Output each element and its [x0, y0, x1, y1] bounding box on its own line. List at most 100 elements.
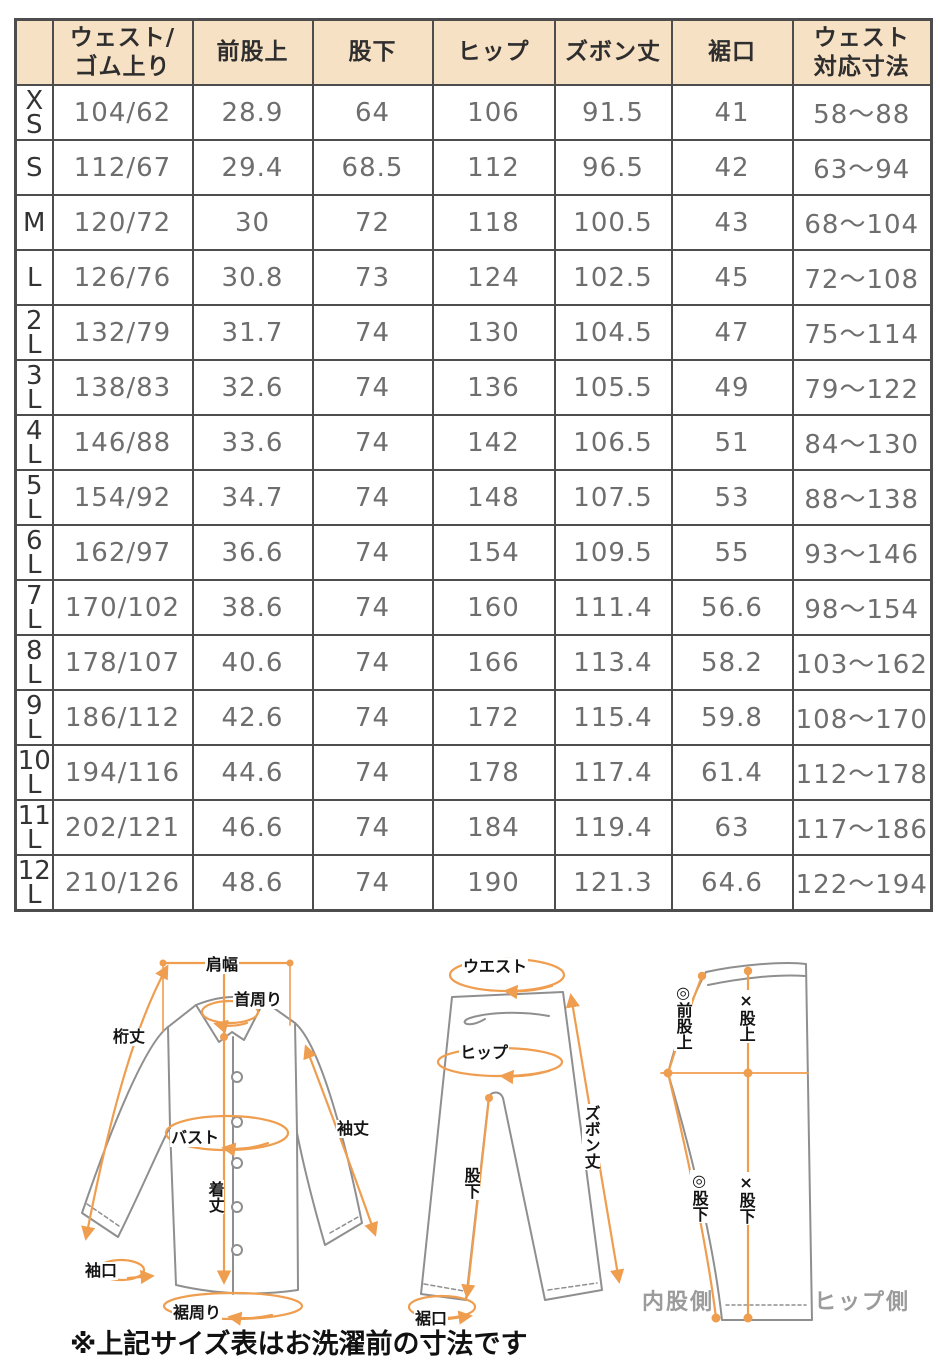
value-cell: 73 — [311, 249, 434, 306]
label-hip-side: ヒップ側 — [814, 1290, 911, 1315]
value-cell: 154 — [431, 524, 556, 581]
table-row: 11 L 202/121 46.6 74 184 119.4 63 117～186 — [14, 799, 933, 856]
value-cell: 88～138 — [791, 469, 933, 526]
label-yuki: 桁丈 — [112, 1027, 147, 1046]
table-row: S 112/67 29.4 68.5 112 96.5 42 63～94 — [14, 139, 933, 196]
value-cell: 121.3 — [553, 854, 673, 912]
label-hem-opening: 裾口 — [414, 1309, 449, 1328]
value-cell: 38.6 — [191, 579, 314, 636]
value-cell: 74 — [311, 799, 434, 856]
label-pants-length: ズボン丈 — [581, 1104, 601, 1170]
value-cell: 48.6 — [191, 854, 314, 912]
table-row: 4 L 146/88 33.6 74 142 106.5 51 84～130 — [14, 414, 933, 471]
label-body-length: 着丈 — [205, 1180, 225, 1214]
value-cell: 63 — [670, 799, 794, 856]
value-cell: 63～94 — [791, 139, 933, 196]
value-cell: 68～104 — [791, 194, 933, 251]
value-cell: 107.5 — [553, 469, 673, 526]
value-cell: 55 — [670, 524, 794, 581]
value-cell: 109.5 — [553, 524, 673, 581]
value-cell: 47 — [670, 304, 794, 361]
value-cell: 117.4 — [553, 744, 673, 801]
table-row: M 120/72 30 72 118 100.5 43 68～104 — [14, 194, 933, 251]
label-bust: バスト — [170, 1128, 221, 1147]
value-cell: 178/107 — [51, 634, 194, 691]
value-cell: 124 — [431, 249, 556, 306]
value-cell: 111.4 — [553, 579, 673, 636]
value-cell: 210/126 — [51, 854, 194, 912]
label-inseam-o: ◎股下 — [689, 1170, 709, 1223]
value-cell: 170/102 — [51, 579, 194, 636]
value-cell: 41 — [670, 84, 794, 141]
value-cell: 138/83 — [51, 359, 194, 416]
value-cell: 33.6 — [191, 414, 314, 471]
value-cell: 79～122 — [791, 359, 933, 416]
value-cell: 118 — [431, 194, 556, 251]
label-sleeve-length: 袖丈 — [336, 1119, 371, 1138]
value-cell: 112 — [431, 139, 556, 196]
shirt-diagram — [81, 959, 378, 1326]
value-cell: 74 — [311, 634, 434, 691]
value-cell: 42.6 — [191, 689, 314, 746]
value-cell: 132/79 — [51, 304, 194, 361]
value-cell: 40.6 — [191, 634, 314, 691]
value-cell: 59.8 — [670, 689, 794, 746]
value-cell: 74 — [311, 304, 434, 361]
value-cell: 113.4 — [553, 634, 673, 691]
value-cell: 29.4 — [191, 139, 314, 196]
label-cuff: 袖口 — [84, 1261, 119, 1280]
value-cell: 56.6 — [670, 579, 794, 636]
value-cell: 74 — [311, 744, 434, 801]
label-inner-side: 内股側 — [642, 1290, 715, 1315]
table-row: 2 L 132/79 31.7 74 130 104.5 47 75～114 — [14, 304, 933, 361]
header-cell: 前股上 — [191, 18, 314, 86]
value-cell: 130 — [431, 304, 556, 361]
note-text: ※上記サイズ表はお洗濯前の寸法です — [70, 1329, 528, 1360]
size-cell: M — [14, 194, 54, 251]
table-row: 6 L 162/97 36.6 74 154 109.5 55 93～146 — [14, 524, 933, 581]
value-cell: 51 — [670, 414, 794, 471]
value-cell: 75～114 — [791, 304, 933, 361]
table-row: 10 L 194/116 44.6 74 178 117.4 61.4 112～178 — [14, 744, 933, 801]
value-cell: 122～194 — [791, 854, 933, 912]
value-cell: 58～88 — [791, 84, 933, 141]
value-cell: 44.6 — [191, 744, 314, 801]
table-row: 8 L 178/107 40.6 74 166 113.4 58.2 103～162 — [14, 634, 933, 691]
value-cell: 166 — [431, 634, 556, 691]
value-cell: 112/67 — [51, 139, 194, 196]
value-cell: 74 — [311, 469, 434, 526]
value-cell: 104.5 — [553, 304, 673, 361]
value-cell: 93～146 — [791, 524, 933, 581]
size-table: ウェスト/ゴム上り 前股上 股下 ヒップ ズボン丈 裾口 ウェスト 対応寸法 X S 104/62… — [14, 18, 933, 912]
header-row: ウェスト/ゴム上り 前股上 股下 ヒップ ズボン丈 裾口 ウェスト 対応寸法 — [14, 18, 933, 86]
value-cell: 74 — [311, 854, 434, 912]
value-cell: 117～186 — [791, 799, 933, 856]
label-rise: ×股上 — [736, 990, 756, 1043]
size-cell: S — [14, 139, 54, 196]
value-cell: 72～108 — [791, 249, 933, 306]
value-cell: 142 — [431, 414, 556, 471]
value-cell: 154/92 — [51, 469, 194, 526]
value-cell: 53 — [670, 469, 794, 526]
header-cell: 裾口 — [670, 18, 794, 86]
value-cell: 98～154 — [791, 579, 933, 636]
size-cell: 11 L — [14, 799, 54, 856]
value-cell: 103～162 — [791, 634, 933, 691]
value-cell: 178 — [431, 744, 556, 801]
table-row: 9 L 186/112 42.6 74 172 115.4 59.8 108～170 — [14, 689, 933, 746]
value-cell: 74 — [311, 414, 434, 471]
value-cell: 34.7 — [191, 469, 314, 526]
table-row: 3 L 138/83 32.6 74 136 105.5 49 79～122 — [14, 359, 933, 416]
value-cell: 64.6 — [670, 854, 794, 912]
value-cell: 58.2 — [670, 634, 794, 691]
value-cell: 172 — [431, 689, 556, 746]
value-cell: 106 — [431, 84, 556, 141]
value-cell: 186/112 — [51, 689, 194, 746]
value-cell: 30.8 — [191, 249, 314, 306]
value-cell: 96.5 — [553, 139, 673, 196]
label-front-rise: ◎前股上 — [673, 982, 693, 1051]
